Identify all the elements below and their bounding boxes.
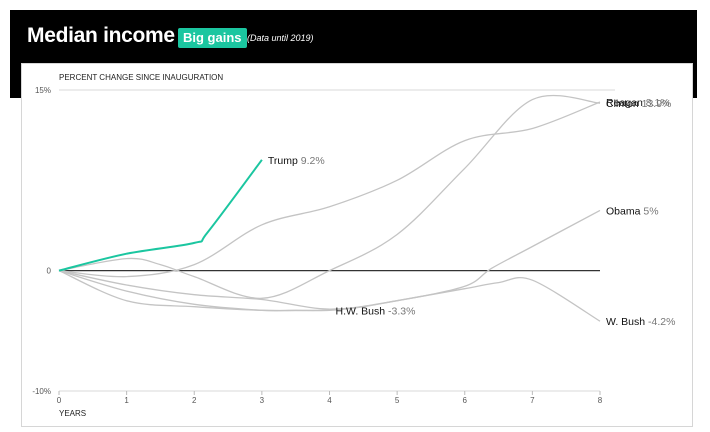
- x-tick-label: 7: [530, 396, 535, 405]
- series-line-trump: [58, 159, 263, 272]
- series-name: Obama: [606, 205, 643, 217]
- data-note: (Data until 2019): [247, 33, 314, 43]
- series-value: 13.9%: [642, 98, 672, 110]
- series-name: Clinton: [606, 98, 642, 110]
- series-value: 9.2%: [301, 155, 325, 167]
- series-value: 8.1%: [646, 97, 670, 109]
- y-tick-label: -10%: [32, 387, 51, 396]
- series-label-h-w-bush: H.W. Bush -3.3%: [336, 305, 416, 317]
- series-line-reagan: [58, 101, 601, 278]
- x-tick-label: 2: [192, 396, 197, 405]
- x-tick-label: 6: [463, 396, 468, 405]
- x-tick-label: 8: [598, 396, 603, 405]
- series-value: -4.2%: [648, 316, 675, 328]
- series-name: W. Bush: [606, 316, 648, 328]
- y-tick-label: 0: [47, 267, 52, 276]
- x-tick-label: 4: [327, 396, 332, 405]
- series-label-obama: Obama 5%: [606, 205, 659, 217]
- series-line-h-w-bush: [58, 270, 330, 312]
- series-line-w-bush: [58, 269, 601, 322]
- y-tick-label: 15%: [35, 86, 51, 95]
- x-tick-label: 5: [395, 396, 400, 405]
- series-name: H.W. Bush: [336, 305, 389, 317]
- status-badge: Big gains: [178, 28, 247, 48]
- series-name: Reagan: [606, 97, 646, 109]
- series-name: Trump: [268, 155, 301, 167]
- y-axis-title: PERCENT CHANGE SINCE INAUGURATION: [59, 73, 223, 82]
- x-tick-label: 1: [124, 396, 129, 405]
- x-axis-title: YEARS: [59, 409, 86, 418]
- series-line-clinton: [58, 94, 601, 299]
- series-value: 5%: [643, 205, 658, 217]
- x-tick-label: 0: [57, 396, 62, 405]
- series-value: -3.3%: [388, 305, 415, 317]
- x-tick-label: 3: [260, 396, 265, 405]
- page-title: Median income: [27, 24, 175, 47]
- series-label-trump: Trump 9.2%: [268, 155, 325, 167]
- chart-card: [21, 63, 693, 427]
- series-label-clinton: Clinton 13.9%: [606, 98, 671, 110]
- series-label-reagan: Reagan 8.1%: [606, 97, 670, 109]
- series-label-w-bush: W. Bush -4.2%: [606, 316, 675, 328]
